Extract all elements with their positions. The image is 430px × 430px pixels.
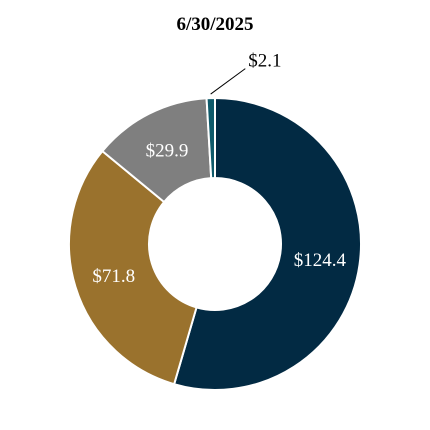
slice-label-2: $29.9 xyxy=(146,140,189,161)
slice-label-1: $71.8 xyxy=(92,266,135,287)
slice-label-3: $2.1 xyxy=(248,51,281,72)
donut-slice-0 xyxy=(172,96,362,391)
donut-slice-1 xyxy=(68,149,198,386)
donut-slice-3 xyxy=(205,96,216,180)
slice-leader-line-3 xyxy=(210,68,246,95)
slice-label-0: $124.4 xyxy=(294,250,347,271)
chart-title: 6/30/2025 xyxy=(176,14,254,35)
